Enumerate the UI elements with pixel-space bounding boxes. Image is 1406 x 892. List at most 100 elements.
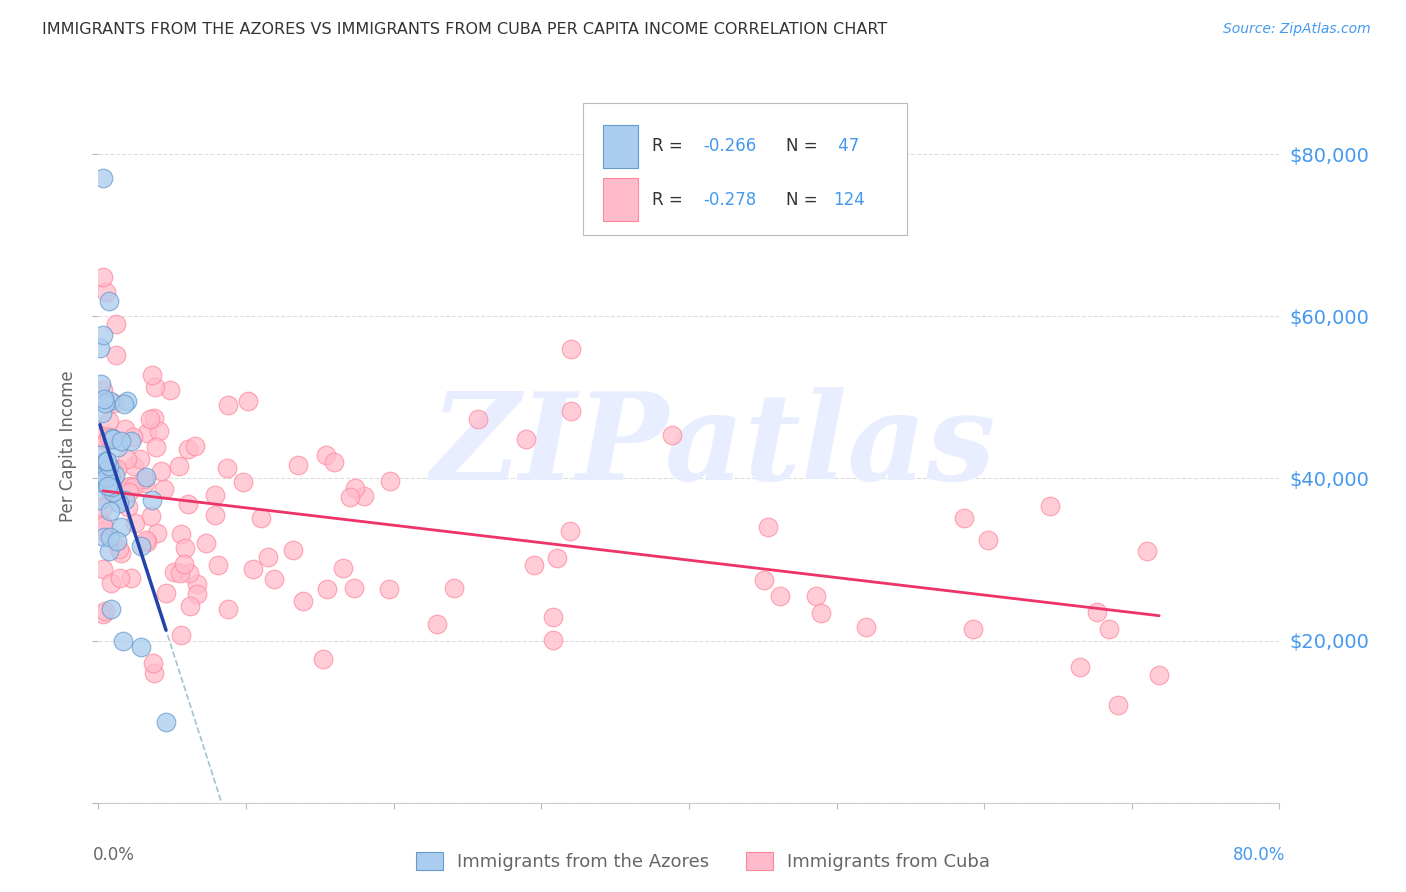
Point bbox=[93, 530, 115, 544]
Point bbox=[380, 474, 402, 488]
Point bbox=[155, 586, 177, 600]
Point bbox=[353, 489, 375, 503]
Point bbox=[101, 431, 124, 445]
Point bbox=[129, 640, 152, 654]
Point bbox=[170, 526, 193, 541]
Point bbox=[174, 541, 197, 555]
Point bbox=[112, 396, 135, 410]
Point bbox=[962, 622, 984, 636]
Point bbox=[238, 393, 260, 408]
Legend: Immigrants from the Azores, Immigrants from Cuba: Immigrants from the Azores, Immigrants f… bbox=[409, 845, 997, 879]
Point bbox=[194, 536, 217, 550]
Point bbox=[257, 550, 280, 565]
Point bbox=[250, 510, 273, 524]
Text: N =: N = bbox=[786, 191, 817, 209]
Point bbox=[315, 448, 337, 462]
Point bbox=[100, 530, 122, 544]
Point bbox=[167, 459, 190, 474]
Point bbox=[121, 430, 143, 444]
Point bbox=[311, 652, 333, 666]
Text: 124: 124 bbox=[832, 191, 865, 209]
Text: 47: 47 bbox=[832, 137, 859, 155]
Point bbox=[1069, 659, 1091, 673]
Point bbox=[541, 632, 564, 647]
Point bbox=[108, 542, 131, 557]
Point bbox=[98, 293, 121, 308]
Point bbox=[952, 510, 974, 524]
Text: ZIPatlas: ZIPatlas bbox=[430, 387, 995, 505]
Point bbox=[179, 599, 201, 613]
Point bbox=[107, 496, 129, 510]
Point bbox=[100, 575, 122, 590]
Point bbox=[91, 458, 114, 473]
Point bbox=[100, 486, 122, 500]
Point bbox=[339, 491, 361, 505]
Text: 0.0%: 0.0% bbox=[93, 846, 135, 863]
Point bbox=[100, 480, 122, 494]
Point bbox=[103, 396, 125, 410]
Point bbox=[96, 464, 118, 478]
Point bbox=[91, 383, 114, 397]
Point bbox=[756, 520, 779, 534]
Point bbox=[292, 594, 315, 608]
Text: R =: R = bbox=[652, 137, 689, 155]
Point bbox=[1136, 544, 1159, 558]
Point bbox=[122, 479, 145, 493]
Text: -0.266: -0.266 bbox=[703, 137, 756, 155]
Point bbox=[118, 484, 141, 499]
Point bbox=[153, 482, 176, 496]
Point bbox=[122, 458, 145, 473]
Point bbox=[89, 492, 111, 507]
Point bbox=[98, 458, 121, 473]
Y-axis label: Per Capita Income: Per Capita Income bbox=[59, 370, 77, 522]
Text: N =: N = bbox=[786, 137, 817, 155]
Point bbox=[560, 342, 582, 356]
Point bbox=[179, 566, 201, 580]
Point bbox=[91, 518, 114, 533]
Point bbox=[105, 318, 128, 332]
Point bbox=[104, 468, 127, 483]
Point bbox=[332, 561, 354, 575]
Point bbox=[515, 432, 537, 446]
Point bbox=[93, 467, 115, 482]
Point bbox=[110, 520, 132, 534]
Point bbox=[148, 424, 170, 438]
Point bbox=[117, 500, 139, 514]
Point bbox=[139, 508, 162, 523]
Point bbox=[343, 481, 366, 495]
Point bbox=[323, 455, 346, 469]
Point bbox=[94, 396, 117, 410]
Point bbox=[855, 620, 877, 634]
Text: Source: ZipAtlas.com: Source: ZipAtlas.com bbox=[1223, 22, 1371, 37]
Point bbox=[142, 657, 165, 671]
Point bbox=[100, 470, 122, 484]
Point bbox=[560, 524, 582, 538]
Point bbox=[139, 411, 162, 425]
Point bbox=[91, 516, 114, 531]
Point bbox=[177, 442, 200, 457]
Point bbox=[143, 380, 166, 394]
Point bbox=[135, 469, 157, 483]
Point bbox=[141, 368, 163, 383]
Point bbox=[752, 573, 775, 587]
Text: IMMIGRANTS FROM THE AZORES VS IMMIGRANTS FROM CUBA PER CAPITA INCOME CORRELATION: IMMIGRANTS FROM THE AZORES VS IMMIGRANTS… bbox=[42, 22, 887, 37]
Point bbox=[97, 466, 120, 480]
Point bbox=[204, 488, 226, 502]
Point bbox=[232, 475, 254, 489]
Point bbox=[467, 412, 489, 426]
Point bbox=[129, 539, 152, 553]
Point bbox=[105, 534, 128, 549]
Point bbox=[110, 546, 132, 560]
Bar bbox=[603, 178, 638, 221]
Point bbox=[105, 462, 128, 476]
Point bbox=[1107, 698, 1129, 713]
Point bbox=[146, 525, 169, 540]
Point bbox=[103, 433, 125, 447]
Point bbox=[661, 428, 683, 442]
Point bbox=[89, 448, 111, 462]
Point bbox=[94, 285, 117, 299]
Point bbox=[155, 714, 177, 729]
Point bbox=[169, 566, 191, 580]
Point bbox=[96, 471, 118, 485]
Point bbox=[98, 544, 121, 558]
